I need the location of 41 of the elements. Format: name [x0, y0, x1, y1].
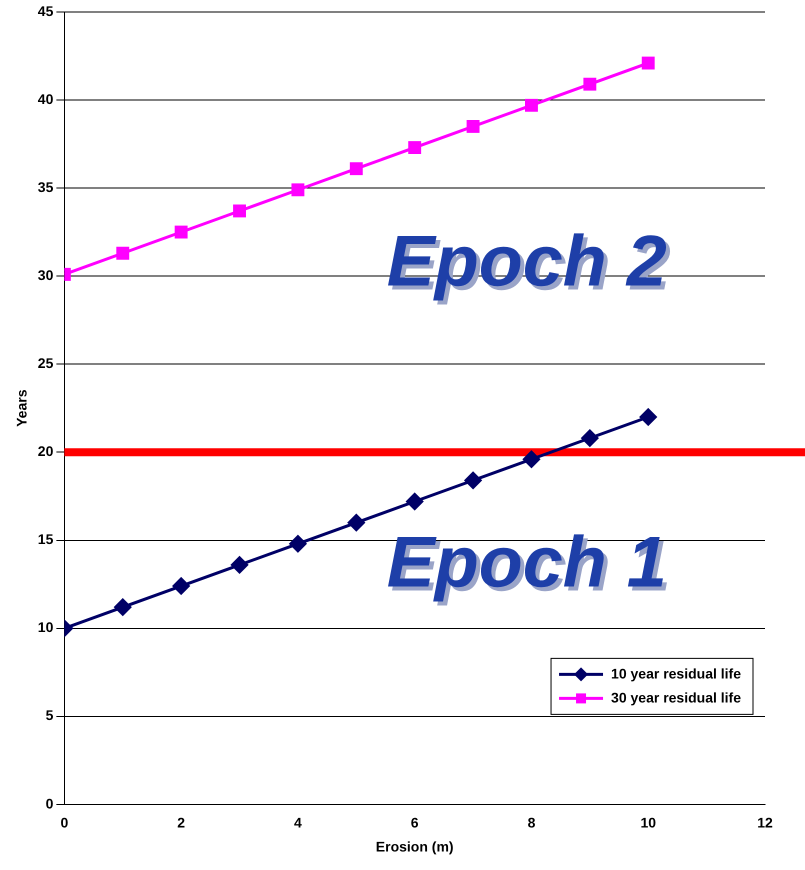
y-tick-label: 35: [38, 178, 54, 195]
x-tick-label: 0: [60, 814, 68, 831]
point: [466, 120, 480, 133]
point: [522, 450, 540, 468]
y-axis-title: Years: [13, 389, 30, 427]
x-tick-label: 12: [757, 814, 773, 831]
point: [464, 472, 482, 489]
legend-label: 10 year residual life: [611, 665, 742, 682]
point: [581, 430, 598, 447]
y-tick-label: 10: [38, 619, 54, 636]
x-tick-label: 10: [640, 814, 656, 831]
point: [291, 183, 304, 196]
y-tick-label: 15: [38, 531, 54, 548]
point: [114, 598, 132, 616]
point: [174, 226, 188, 239]
x-tick-label: 6: [410, 814, 419, 831]
y-tick-label: 40: [38, 90, 54, 107]
point: [172, 578, 190, 595]
point: [233, 204, 246, 218]
y-tick-label: 25: [38, 355, 54, 372]
y-tick-label: 20: [38, 443, 54, 460]
point: [642, 56, 655, 70]
legend-label: 30 year residual life: [611, 689, 742, 706]
point: [406, 493, 424, 510]
point: [350, 162, 363, 176]
x-tick-label: 2: [177, 814, 186, 831]
point: [289, 535, 306, 552]
y-tick-label: 45: [38, 2, 54, 19]
point: [231, 556, 248, 574]
y-tick-label: 30: [38, 266, 54, 283]
point: [583, 78, 596, 91]
point: [525, 98, 538, 112]
x-tick-label: 8: [528, 814, 536, 831]
point: [116, 246, 130, 260]
y-tick-label: 5: [46, 707, 54, 724]
point: [408, 141, 422, 154]
x-axis-title: Erosion (m): [376, 838, 454, 854]
point: [348, 514, 365, 532]
point: [640, 408, 657, 426]
y-tick-label: 0: [46, 795, 54, 812]
x-tick-label: 4: [294, 814, 302, 831]
